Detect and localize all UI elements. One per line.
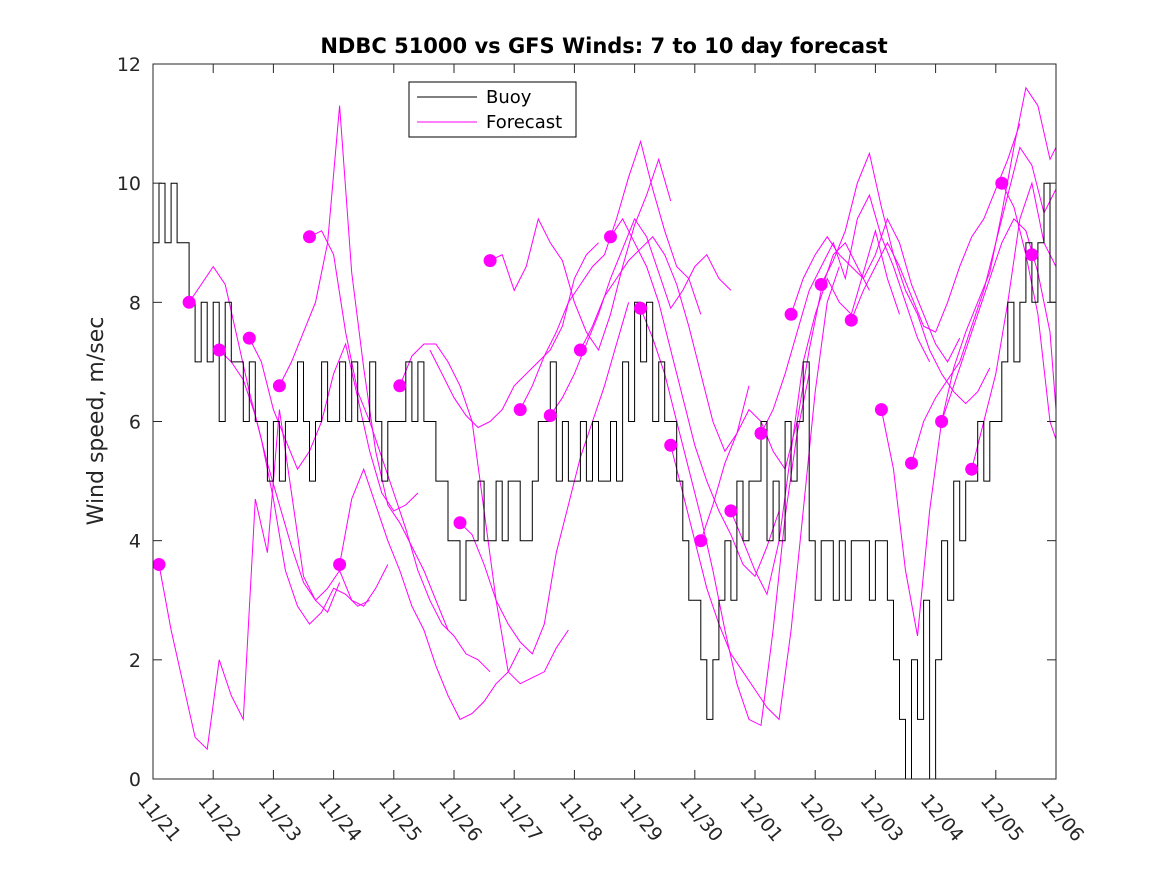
forecast-start-marker (543, 409, 557, 422)
forecast-line-17 (670, 266, 840, 721)
forecast-start-marker (784, 307, 798, 321)
forecast-line-21 (790, 217, 961, 363)
forecast-start-marker (634, 301, 648, 315)
forecast-start-marker (664, 438, 678, 452)
y-tick-label: 12 (117, 54, 141, 76)
forecast-start-marker (303, 230, 316, 244)
legend-buoy-label: Buoy (486, 87, 532, 108)
y-tick-label: 2 (129, 650, 141, 672)
forecast-line-25 (911, 146, 1057, 464)
forecast-start-marker (1025, 248, 1039, 262)
forecast-start-marker (513, 403, 527, 417)
forecast-start-marker (874, 403, 888, 417)
forecast-start-marker (965, 462, 979, 476)
forecast-line-27 (971, 181, 1057, 470)
buoy-line (153, 182, 1057, 780)
forecast-start-marker (333, 558, 347, 571)
y-tick-label: 4 (129, 531, 141, 553)
forecast-line-15 (610, 217, 780, 578)
forecast-line-19 (730, 228, 900, 596)
forecast-line-13 (549, 217, 732, 416)
forecast-start-marker (905, 456, 918, 470)
forecast-start-marker (995, 176, 1009, 190)
y-axis-label: Wind speed, m/sec (84, 317, 109, 526)
forecast-start-marker (573, 343, 587, 357)
forecast-line-26 (941, 218, 1057, 422)
forecast-line-20 (760, 193, 931, 434)
y-tick-label: 0 (129, 769, 141, 791)
forecast-start-marker (604, 230, 617, 244)
forecast-line-24 (880, 86, 1057, 637)
forecast-start-marker (393, 379, 407, 393)
forecast-start-marker (754, 426, 768, 440)
legend-box (408, 81, 577, 138)
legend-forecast-label: Forecast (486, 112, 562, 133)
forecast-start-marker (935, 415, 949, 428)
forecast-line-1 (158, 409, 341, 751)
forecast-start-marker (212, 343, 226, 357)
y-tick-label: 6 (129, 412, 141, 434)
forecast-line-7 (339, 467, 521, 721)
forecast-start-marker (483, 254, 497, 268)
forecast-line-10 (459, 302, 630, 655)
y-tick-label: 8 (129, 292, 141, 314)
forecast-start-marker (242, 331, 256, 345)
forecast-start-marker (272, 379, 286, 393)
forecast-line-4 (248, 337, 419, 512)
legend: Buoy Forecast (408, 81, 577, 138)
forecast-start-marker (694, 534, 708, 548)
forecast-start-marker (182, 295, 196, 309)
forecast-line-3 (218, 349, 389, 607)
forecast-line-14 (579, 236, 750, 453)
forecast-start-marker (152, 558, 166, 571)
forecast-line-23 (850, 123, 1021, 333)
forecast-line-6 (309, 230, 491, 673)
forecast-line-22 (820, 151, 991, 405)
forecast-line-16 (640, 308, 810, 727)
forecast-start-marker (814, 278, 828, 291)
chart-title: NDBC 51000 vs GFS Winds: 7 to 10 day for… (320, 34, 887, 58)
forecast-start-marker (844, 313, 858, 327)
forecast-start-marker (453, 516, 467, 530)
forecast-line-11 (489, 157, 672, 352)
y-tick-label: 10 (117, 173, 141, 195)
forecast-start-marker (724, 504, 738, 518)
forecast-line-9 (429, 242, 599, 429)
forecast-line-5 (278, 105, 449, 631)
forecast-line-2 (188, 265, 370, 625)
